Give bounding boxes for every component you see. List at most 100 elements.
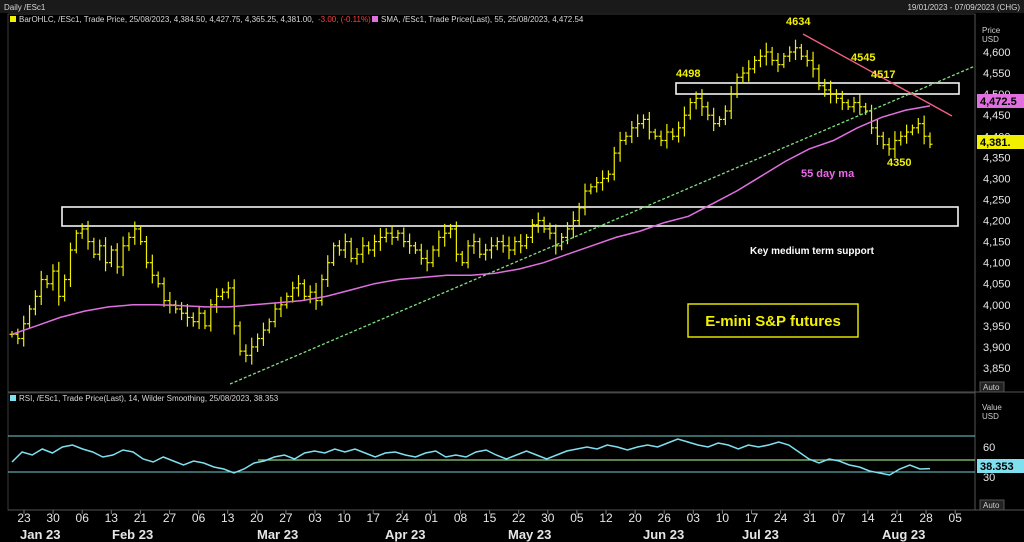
x-tick-label-17: 22 bbox=[512, 511, 526, 525]
x-tick-label-23: 03 bbox=[687, 511, 701, 525]
ohlc-bar-122 bbox=[722, 105, 728, 126]
title-box-text: E-mini S&P futures bbox=[705, 313, 841, 330]
ohlc-bar-33 bbox=[202, 309, 208, 330]
ohlc-bar-76 bbox=[453, 221, 459, 262]
x-tick-label-1: 30 bbox=[46, 511, 60, 525]
x-month-label-4: May 23 bbox=[508, 527, 551, 542]
ohlc-bar-11 bbox=[73, 229, 79, 254]
x-tick-label-29: 14 bbox=[861, 511, 875, 525]
price-axis-title: Price bbox=[982, 26, 1001, 35]
ohlc-bar-121 bbox=[717, 116, 723, 127]
ohlc-bar-111 bbox=[658, 130, 664, 147]
ohlc-bar-97 bbox=[576, 202, 582, 226]
y-tick-label-8: 4,250 bbox=[983, 194, 1011, 206]
ohlc-bar-113 bbox=[670, 128, 676, 141]
rsi-tick-label-0: 30 bbox=[983, 472, 995, 484]
ohlc-bar-8 bbox=[56, 261, 62, 306]
rsi-legend: RSI, /ESc1, Trade Price(Last), 14, Wilde… bbox=[10, 394, 279, 403]
rsi-series bbox=[11, 438, 931, 476]
ohlc-bar-26 bbox=[161, 277, 167, 307]
ohlc-bar-39 bbox=[237, 321, 243, 356]
ohlc-bar-98 bbox=[582, 183, 588, 216]
legend-ohlc-change: -3.00, (-0.11%) bbox=[318, 15, 371, 24]
ohlc-series bbox=[9, 39, 933, 365]
rsi-axis-unit: USD bbox=[982, 412, 999, 421]
ohlc-bar-36 bbox=[219, 288, 225, 301]
sma-value-tag bbox=[977, 94, 1024, 108]
x-tick-label-32: 05 bbox=[949, 511, 963, 525]
x-tick-label-12: 17 bbox=[367, 511, 381, 525]
x-tick-label-20: 12 bbox=[599, 511, 613, 525]
rsi-tick-label-1: 60 bbox=[983, 442, 995, 454]
ohlc-bar-79 bbox=[471, 233, 477, 254]
ohlc-bar-60 bbox=[360, 237, 366, 263]
x-tick-label-0: 23 bbox=[17, 511, 31, 525]
ohlc-bar-94 bbox=[559, 232, 565, 251]
rsi-auto-label: Auto bbox=[983, 501, 1000, 510]
ohlc-bar-156 bbox=[921, 115, 927, 145]
annotation-support: Key medium term support bbox=[750, 246, 875, 257]
x-tick-label-10: 03 bbox=[308, 511, 322, 525]
x-tick-labels: 23 30 06 13 21 27 06 13 20 27 03 10 17 24 01 08 15 22 30 05… bbox=[17, 510, 962, 542]
y-tick-label-0: 3,850 bbox=[983, 363, 1011, 375]
ohlc-bar-81 bbox=[483, 243, 489, 261]
last-price-tag-text: 4,381. bbox=[980, 137, 1011, 149]
price-axis-unit: USD bbox=[982, 35, 999, 44]
ohlc-bar-148 bbox=[874, 119, 880, 145]
ohlc-bar-31 bbox=[190, 312, 196, 327]
price-auto-button[interactable] bbox=[979, 381, 1005, 393]
ohlc-bar-21 bbox=[132, 221, 138, 245]
ohlc-bar-42 bbox=[255, 333, 261, 352]
ohlc-bar-34 bbox=[208, 299, 214, 332]
ohlc-bar-20 bbox=[126, 232, 132, 251]
ohlc-bar-32 bbox=[196, 305, 202, 330]
x-tick-label-5: 27 bbox=[163, 511, 177, 525]
y-tick-label-12: 4,450 bbox=[983, 110, 1011, 122]
ohlc-bar-109 bbox=[646, 111, 652, 140]
ohlc-bar-56 bbox=[336, 240, 342, 256]
ohlc-bar-22 bbox=[138, 225, 144, 245]
x-tick-label-25: 17 bbox=[745, 511, 759, 525]
x-month-label-1: Feb 23 bbox=[112, 527, 153, 542]
ohlc-bar-141 bbox=[833, 89, 839, 104]
x-tick-label-21: 20 bbox=[628, 511, 642, 525]
ohlc-bar-69 bbox=[412, 241, 418, 254]
ohlc-bar-137 bbox=[810, 51, 816, 78]
annotation-high: 4634 bbox=[786, 16, 811, 28]
x-tick-label-16: 15 bbox=[483, 511, 497, 525]
ohlc-bar-117 bbox=[693, 91, 699, 110]
x-tick-label-13: 24 bbox=[396, 511, 410, 525]
ohlc-bar-153 bbox=[904, 124, 910, 144]
x-month-label-3: Apr 23 bbox=[385, 527, 425, 542]
x-tick-label-18: 30 bbox=[541, 511, 555, 525]
ohlc-bar-96 bbox=[570, 211, 576, 239]
header-title: Daily /ESc1 bbox=[4, 3, 46, 12]
ohlc-bar-61 bbox=[366, 241, 372, 255]
ohlc-bar-65 bbox=[389, 225, 395, 245]
ohlc-bar-150 bbox=[886, 137, 892, 156]
header-bar bbox=[0, 0, 1024, 13]
x-month-label-7: Aug 23 bbox=[882, 527, 925, 542]
ohlc-bar-119 bbox=[705, 101, 711, 121]
sma-line bbox=[11, 105, 931, 336]
support-zone-box bbox=[61, 206, 959, 227]
ohlc-bar-145 bbox=[857, 94, 863, 115]
x-tick-label-9: 27 bbox=[279, 511, 293, 525]
ohlc-bar-131 bbox=[775, 52, 781, 73]
rsi-auto-button[interactable] bbox=[979, 499, 1005, 511]
ohlc-bar-40 bbox=[243, 344, 249, 363]
ohlc-bar-118 bbox=[699, 89, 705, 117]
x-tick-label-28: 07 bbox=[832, 511, 846, 525]
ohlc-bar-89 bbox=[529, 219, 535, 244]
ohlc-bar-128 bbox=[757, 49, 763, 68]
ohlc-bar-12 bbox=[79, 223, 85, 239]
ohlc-bar-58 bbox=[348, 237, 354, 263]
y-tick-label-1: 3,900 bbox=[983, 342, 1011, 354]
ohlc-bar-28 bbox=[173, 300, 179, 314]
legend-ohlc: BarOHLC, /ESc1, Trade Price, 25/08/2023,… bbox=[19, 15, 314, 24]
ohlc-bar-51 bbox=[307, 285, 313, 304]
ohlc-bar-100 bbox=[594, 176, 600, 193]
ohlc-bar-4 bbox=[32, 290, 38, 316]
x-tick-label-2: 06 bbox=[76, 511, 90, 525]
ohlc-bar-108 bbox=[640, 114, 646, 129]
